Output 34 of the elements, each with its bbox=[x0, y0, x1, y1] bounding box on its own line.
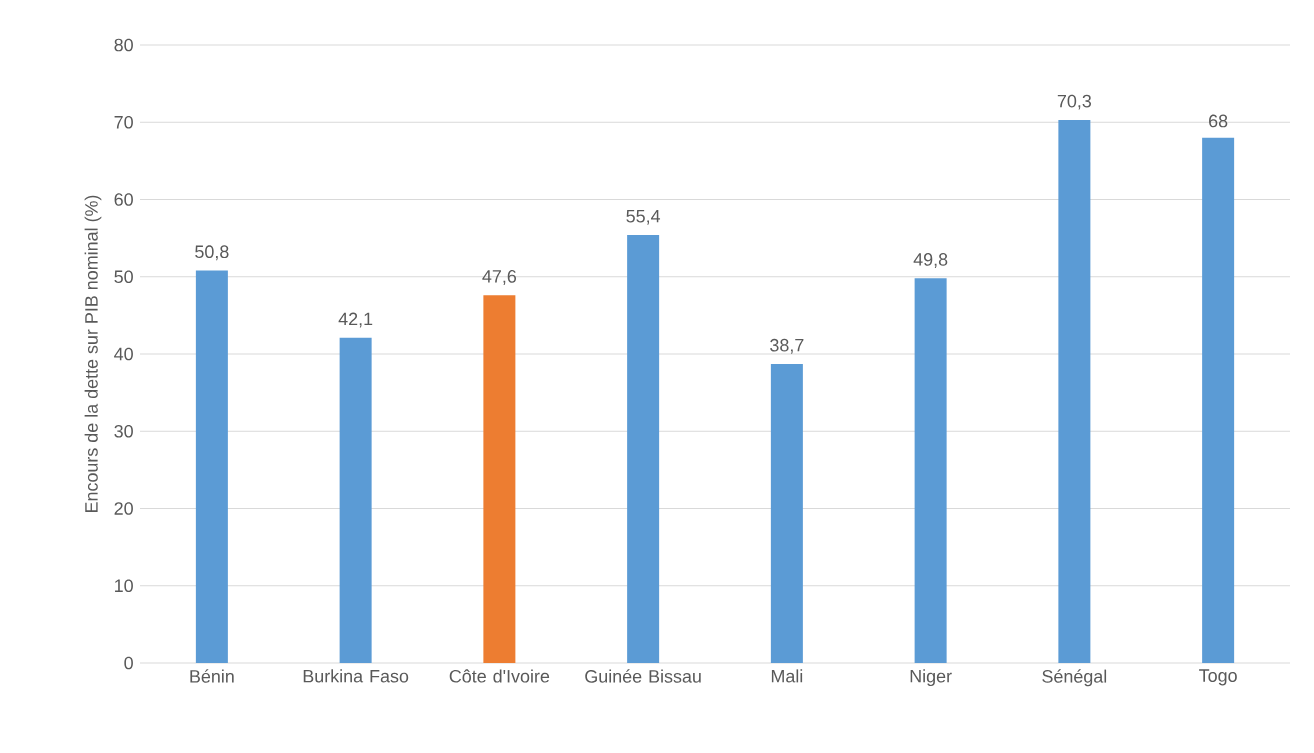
data-label: 55,4 bbox=[626, 210, 661, 225]
y-tick-label: 30 bbox=[114, 424, 133, 438]
y-tick-label: 80 bbox=[114, 38, 133, 52]
bar bbox=[339, 337, 372, 663]
bar bbox=[483, 295, 516, 663]
x-tick-label: Guinée Bissau bbox=[585, 669, 701, 683]
data-label: 47,6 bbox=[482, 270, 517, 285]
x-tick-label: Mali bbox=[771, 669, 803, 683]
y-tick-label: 0 bbox=[124, 656, 133, 670]
data-label: 38,7 bbox=[770, 338, 804, 354]
x-tick-label: Bénin bbox=[190, 669, 234, 683]
y-tick-label: 40 bbox=[114, 347, 133, 361]
bar bbox=[627, 235, 660, 663]
y-tick-label: 50 bbox=[114, 270, 133, 284]
x-tick-label: Côte d'Ivoire bbox=[449, 669, 550, 683]
y-axis-title: Encours de la dette sur PIB nominal (%) bbox=[84, 195, 102, 513]
y-tick-label: 70 bbox=[114, 115, 133, 129]
bar bbox=[770, 364, 803, 663]
bar bbox=[1058, 119, 1091, 663]
y-tick-label: 10 bbox=[115, 579, 133, 593]
y-tick-label: 60 bbox=[114, 193, 133, 206]
data-label: 68 bbox=[1209, 114, 1228, 128]
bar bbox=[1202, 137, 1235, 663]
y-tick-label: 20 bbox=[114, 502, 133, 515]
x-tick-label: Burkina Faso bbox=[303, 669, 409, 683]
x-tick-label: Niger bbox=[910, 669, 952, 687]
data-label: 50,8 bbox=[195, 245, 229, 261]
data-label: 70,3 bbox=[1057, 94, 1092, 110]
data-label: 42,1 bbox=[338, 312, 373, 328]
data-label: 49,8 bbox=[913, 253, 948, 268]
x-tick-label: Sénégal bbox=[1042, 669, 1107, 687]
bar bbox=[914, 278, 947, 663]
bar bbox=[195, 270, 228, 663]
x-tick-label: Togo bbox=[1199, 669, 1237, 686]
